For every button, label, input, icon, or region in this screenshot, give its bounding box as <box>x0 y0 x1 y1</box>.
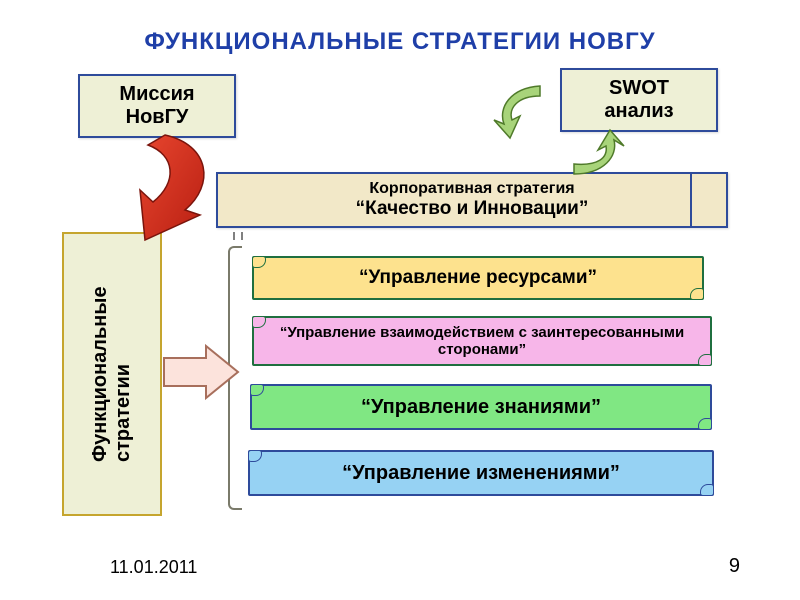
page-title: ФУНКЦИОНАЛЬНЫЕ СТРАТЕГИИ НОВГУ <box>0 28 800 56</box>
strategy-stakeholders: “Управление взаимодействием с заинтересо… <box>252 316 712 366</box>
corporate-strategy-box: Корпоративная стратегия “Качество и Инно… <box>216 172 728 228</box>
green-arrow-icon <box>562 130 632 184</box>
functional-strategies-box: Функциональныестратегии <box>62 232 162 516</box>
strategy-label: “Управление изменениями” <box>342 462 620 485</box>
strategy-label: “Управление знаниями” <box>361 396 601 419</box>
red-arrow-icon <box>90 130 230 250</box>
tick-marks-icon <box>232 232 252 240</box>
strategy-label: “Управление взаимодействием с заинтересо… <box>270 324 694 358</box>
footer-page: 9 <box>729 555 740 578</box>
corporate-line2: “Качество и Инновации” <box>218 198 726 220</box>
green-arrow-icon <box>490 80 560 140</box>
corporate-line1: Корпоративная стратегия <box>218 180 726 198</box>
mission-box: МиссияНовГУ <box>78 74 236 138</box>
strategy-label: “Управление ресурсами” <box>359 267 597 289</box>
pink-arrow-icon <box>162 344 242 400</box>
swot-box: SWOTанализ <box>560 68 718 132</box>
footer-date: 11.01.2011 <box>110 557 197 578</box>
strategy-change: “Управление изменениями” <box>248 450 714 496</box>
strategy-resources: “Управление ресурсами” <box>252 256 704 300</box>
strategy-knowledge: “Управление знаниями” <box>250 384 712 430</box>
